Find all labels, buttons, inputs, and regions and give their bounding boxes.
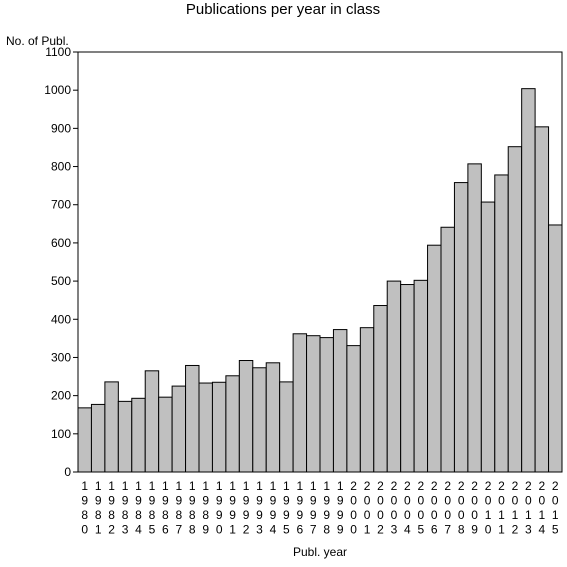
bar-1996 — [292, 333, 308, 473]
y-tick-label: 900 — [51, 121, 71, 135]
bar-2007 — [440, 226, 455, 473]
bar-1999 — [332, 329, 348, 473]
y-tick-label: 1100 — [45, 45, 71, 59]
bar-1985 — [144, 370, 160, 473]
bar-2012 — [507, 146, 523, 473]
bar-2009 — [467, 163, 482, 473]
bar-1993 — [252, 367, 267, 473]
plot-area-frame — [77, 51, 563, 473]
y-tick-label: 0 — [64, 465, 71, 479]
bar-2001 — [359, 327, 375, 473]
chart-title: Publications per year in class — [186, 1, 380, 18]
y-axis-label: No. of Publ. — [6, 34, 69, 48]
y-tick-label: 100 — [51, 427, 71, 441]
bar-1992 — [238, 360, 254, 473]
y-tick-label: 1000 — [44, 83, 71, 97]
bar-1990 — [211, 381, 227, 473]
y-tick-label: 300 — [51, 350, 71, 364]
bar-2004 — [400, 284, 415, 473]
bar-2000 — [346, 345, 361, 473]
bar-1997 — [306, 335, 321, 473]
bar-1998 — [319, 337, 334, 473]
bar-1983 — [117, 400, 133, 473]
bar-2011 — [494, 174, 509, 473]
bar-2003 — [386, 280, 402, 473]
bar-1987 — [171, 385, 187, 473]
bar-1980 — [77, 407, 92, 473]
y-tick-label: 700 — [51, 198, 71, 212]
bar-1991 — [225, 375, 240, 473]
bar-1995 — [279, 381, 294, 473]
bar-1994 — [265, 362, 281, 473]
bar-1986 — [158, 396, 173, 473]
y-axis: 0 100 200 300 400 500 600 700 800 900 1000 1100 — [44, 45, 78, 479]
bar-1981 — [90, 403, 106, 473]
bar-2008 — [453, 182, 469, 473]
y-tick-label: 600 — [51, 236, 71, 250]
x-axis-label: Publ. year — [293, 545, 347, 559]
bar-2006 — [427, 244, 442, 473]
bar-1982 — [104, 381, 119, 473]
bar-1984 — [131, 397, 146, 473]
bar-2013 — [521, 88, 536, 473]
bar-1989 — [198, 382, 213, 473]
y-tick-label: 200 — [51, 389, 71, 403]
bar-2002 — [373, 305, 388, 473]
x-axis: 1 9 8 0 1 9 8 1 1 9 8 2 1 9 8 3 1 9 8 4 1 9 8 5 1 9 8 6 1 9 8 7 1 9 8 8 1 9 8 9… — [81, 479, 559, 537]
bars-group — [77, 88, 563, 473]
bar-1988 — [185, 364, 200, 473]
bar-2010 — [480, 201, 496, 473]
y-tick-label: 500 — [51, 274, 71, 288]
bar-2005 — [413, 279, 429, 473]
bar-2014 — [534, 126, 550, 473]
y-tick-label: 800 — [51, 160, 71, 174]
bar-2015 — [548, 224, 563, 473]
y-tick-label: 400 — [51, 312, 71, 326]
